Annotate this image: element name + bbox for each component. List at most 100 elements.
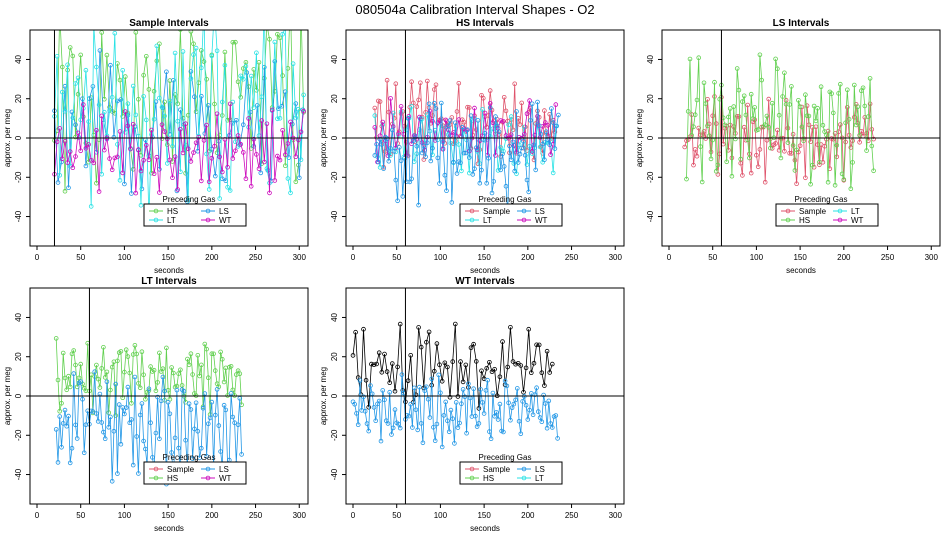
data-point	[804, 113, 810, 118]
data-point	[766, 96, 771, 102]
data-point	[132, 374, 138, 380]
data-point	[243, 176, 249, 182]
data-point	[555, 436, 560, 441]
data-point	[86, 142, 91, 147]
data-point	[731, 104, 736, 109]
data-point	[83, 67, 89, 73]
data-point	[685, 109, 691, 114]
data-point	[378, 438, 384, 444]
data-point	[373, 418, 379, 424]
data-point	[133, 30, 139, 35]
data-point	[55, 180, 61, 185]
legend-box	[775, 203, 879, 227]
data-point	[207, 415, 213, 421]
data-point	[301, 108, 306, 114]
data-point	[296, 106, 301, 112]
data-point	[442, 360, 448, 366]
data-point	[822, 129, 827, 134]
data-point	[508, 114, 514, 119]
data-point	[519, 145, 524, 151]
data-point	[190, 456, 195, 461]
data-point	[808, 181, 813, 187]
data-point	[769, 146, 775, 151]
data-point	[408, 401, 414, 407]
data-point	[144, 53, 149, 59]
data-point	[455, 425, 461, 430]
data-point	[55, 377, 61, 383]
y-tick-label: -20	[646, 171, 655, 183]
data-point	[254, 50, 259, 56]
data-point	[232, 420, 237, 426]
data-point	[424, 384, 429, 390]
data-point	[155, 380, 160, 385]
data-point	[366, 404, 372, 410]
data-point	[539, 419, 545, 425]
data-point	[67, 384, 73, 390]
data-point	[380, 388, 386, 393]
data-point	[193, 400, 199, 406]
data-point	[195, 428, 201, 434]
data-point	[541, 392, 546, 398]
data-point	[211, 351, 216, 357]
data-point	[129, 417, 134, 422]
data-point	[67, 149, 73, 154]
data-point	[438, 100, 444, 106]
data-point	[503, 108, 509, 114]
data-point	[506, 400, 511, 406]
data-point	[429, 376, 435, 382]
data-point	[473, 359, 479, 364]
data-point	[120, 170, 125, 176]
data-point	[123, 129, 128, 135]
data-point	[285, 176, 291, 181]
data-point	[88, 204, 94, 209]
data-point	[170, 144, 175, 149]
data-point	[59, 89, 65, 95]
data-point	[414, 104, 420, 109]
data-point	[162, 129, 167, 134]
data-point	[764, 113, 770, 119]
data-point	[120, 68, 125, 73]
legend: Preceding Gas Sample LS LT WT	[459, 195, 563, 227]
data-point	[94, 362, 99, 368]
data-point	[350, 353, 356, 358]
data-point	[430, 113, 435, 118]
data-point	[183, 121, 188, 126]
data-point	[699, 179, 705, 185]
data-point	[501, 164, 507, 169]
data-point	[108, 387, 113, 393]
data-point	[69, 109, 75, 115]
legend-title: Preceding Gas	[479, 195, 532, 204]
data-point	[701, 129, 707, 134]
data-point	[256, 166, 262, 172]
data-point	[703, 101, 708, 106]
data-point	[446, 429, 452, 435]
legend-swatch-marker	[785, 217, 791, 223]
data-point	[277, 35, 283, 41]
data-point	[722, 122, 728, 128]
data-point	[550, 120, 556, 125]
data-point	[239, 452, 244, 457]
legend-swatch-marker	[837, 217, 843, 223]
data-point	[129, 400, 134, 406]
data-point	[422, 140, 428, 146]
data-point	[151, 171, 157, 177]
data-point	[682, 144, 687, 150]
x-tick-label: 250	[881, 253, 895, 262]
data-point	[490, 120, 496, 125]
data-point	[775, 66, 780, 71]
data-point	[116, 402, 122, 407]
data-point	[497, 401, 503, 407]
legend-label: HS	[167, 474, 178, 483]
data-point	[186, 401, 192, 407]
x-axis-label: seconds	[786, 266, 816, 275]
data-point	[724, 159, 729, 165]
data-point	[62, 375, 68, 381]
data-point	[504, 383, 510, 389]
y-tick-label: 0	[646, 135, 655, 140]
data-point	[867, 101, 873, 107]
data-point	[482, 110, 488, 116]
data-point	[789, 84, 794, 89]
data-point	[248, 109, 253, 115]
data-point	[238, 73, 244, 79]
data-point	[280, 128, 285, 133]
